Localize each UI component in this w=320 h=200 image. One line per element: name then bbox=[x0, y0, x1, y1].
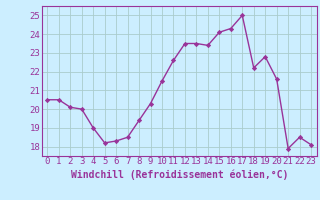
X-axis label: Windchill (Refroidissement éolien,°C): Windchill (Refroidissement éolien,°C) bbox=[70, 169, 288, 180]
